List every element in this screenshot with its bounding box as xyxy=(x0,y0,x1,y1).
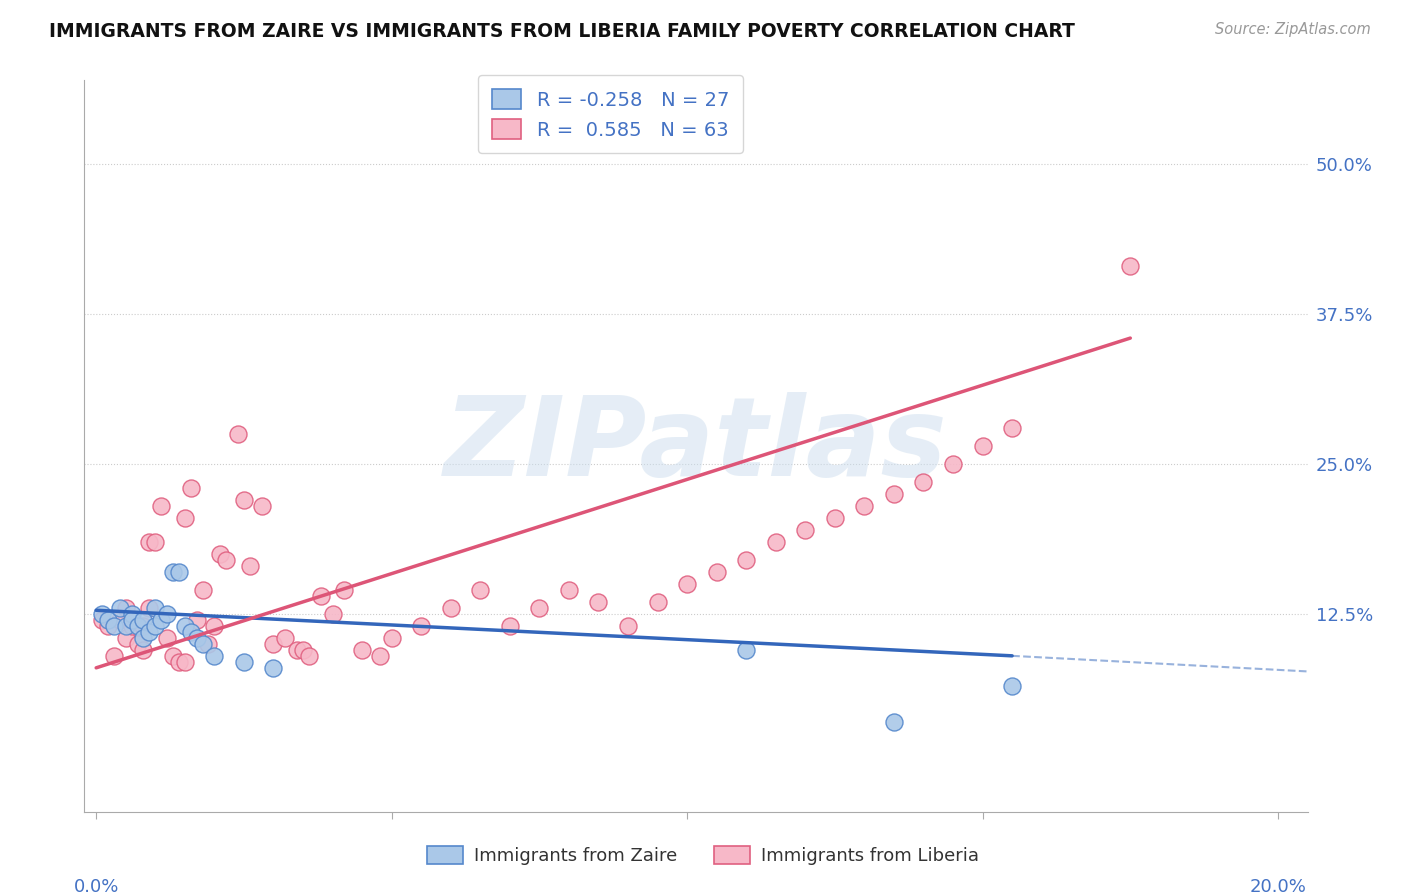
Point xyxy=(529,600,551,615)
Point xyxy=(91,613,114,627)
Point xyxy=(794,523,817,537)
Point xyxy=(202,619,225,633)
Point xyxy=(239,558,262,573)
Point xyxy=(912,475,935,489)
Text: 20.0%: 20.0% xyxy=(1250,878,1306,892)
Point xyxy=(262,661,284,675)
Point xyxy=(411,619,433,633)
Point xyxy=(322,607,344,621)
Point xyxy=(883,714,905,729)
Point xyxy=(114,600,136,615)
Point xyxy=(309,589,332,603)
Point xyxy=(114,619,136,633)
Point xyxy=(167,565,190,579)
Point xyxy=(97,619,120,633)
Point xyxy=(381,631,404,645)
Point xyxy=(186,631,208,645)
Point xyxy=(647,595,669,609)
Point xyxy=(226,427,249,442)
Point xyxy=(735,643,758,657)
Point xyxy=(972,439,994,453)
Point xyxy=(298,648,321,663)
Point xyxy=(368,648,391,663)
Point xyxy=(132,643,155,657)
Point xyxy=(132,619,155,633)
Text: ZIPatlas: ZIPatlas xyxy=(444,392,948,500)
Point xyxy=(114,631,136,645)
Point xyxy=(180,481,202,495)
Point xyxy=(202,648,225,663)
Point xyxy=(209,547,232,561)
Point xyxy=(333,582,356,597)
Point xyxy=(274,631,297,645)
Point xyxy=(824,511,846,525)
Point xyxy=(143,600,166,615)
Legend: Immigrants from Zaire, Immigrants from Liberia: Immigrants from Zaire, Immigrants from L… xyxy=(420,838,986,872)
Point xyxy=(103,619,125,633)
Point xyxy=(173,655,195,669)
Point xyxy=(121,619,143,633)
Point xyxy=(262,637,284,651)
Point xyxy=(883,487,905,501)
Point xyxy=(285,643,308,657)
Point xyxy=(132,613,155,627)
Point xyxy=(127,637,149,651)
Point xyxy=(138,624,160,639)
Point xyxy=(132,631,155,645)
Point xyxy=(215,553,238,567)
Point xyxy=(232,492,254,507)
Point xyxy=(706,565,728,579)
Point xyxy=(232,655,254,669)
Point xyxy=(108,613,131,627)
Point xyxy=(617,619,640,633)
Point xyxy=(138,600,160,615)
Text: 0.0%: 0.0% xyxy=(73,878,120,892)
Point xyxy=(191,582,214,597)
Point xyxy=(470,582,492,597)
Legend: R = -0.258   N = 27, R =  0.585   N = 63: R = -0.258 N = 27, R = 0.585 N = 63 xyxy=(478,75,742,153)
Point xyxy=(121,613,143,627)
Point xyxy=(191,637,214,651)
Point xyxy=(156,607,179,621)
Point xyxy=(91,607,114,621)
Point xyxy=(1119,259,1142,273)
Point xyxy=(173,511,195,525)
Point xyxy=(143,619,166,633)
Point xyxy=(250,499,273,513)
Point xyxy=(499,619,522,633)
Point xyxy=(143,535,166,549)
Point xyxy=(162,565,184,579)
Point xyxy=(292,643,315,657)
Point xyxy=(180,624,202,639)
Text: Source: ZipAtlas.com: Source: ZipAtlas.com xyxy=(1215,22,1371,37)
Point xyxy=(1001,421,1024,435)
Point xyxy=(138,535,160,549)
Point xyxy=(97,613,120,627)
Point xyxy=(853,499,876,513)
Point xyxy=(150,499,173,513)
Point xyxy=(156,631,179,645)
Point xyxy=(765,535,787,549)
Point xyxy=(942,457,965,471)
Point xyxy=(127,619,149,633)
Point xyxy=(676,577,699,591)
Point xyxy=(197,637,219,651)
Point xyxy=(108,600,131,615)
Point xyxy=(103,648,125,663)
Text: IMMIGRANTS FROM ZAIRE VS IMMIGRANTS FROM LIBERIA FAMILY POVERTY CORRELATION CHAR: IMMIGRANTS FROM ZAIRE VS IMMIGRANTS FROM… xyxy=(49,22,1076,41)
Point xyxy=(735,553,758,567)
Point xyxy=(558,582,581,597)
Point xyxy=(440,600,463,615)
Point xyxy=(173,619,195,633)
Point xyxy=(150,613,173,627)
Point xyxy=(162,648,184,663)
Point xyxy=(1001,679,1024,693)
Point xyxy=(588,595,610,609)
Point xyxy=(121,607,143,621)
Point xyxy=(167,655,190,669)
Point xyxy=(352,643,374,657)
Point xyxy=(186,613,208,627)
